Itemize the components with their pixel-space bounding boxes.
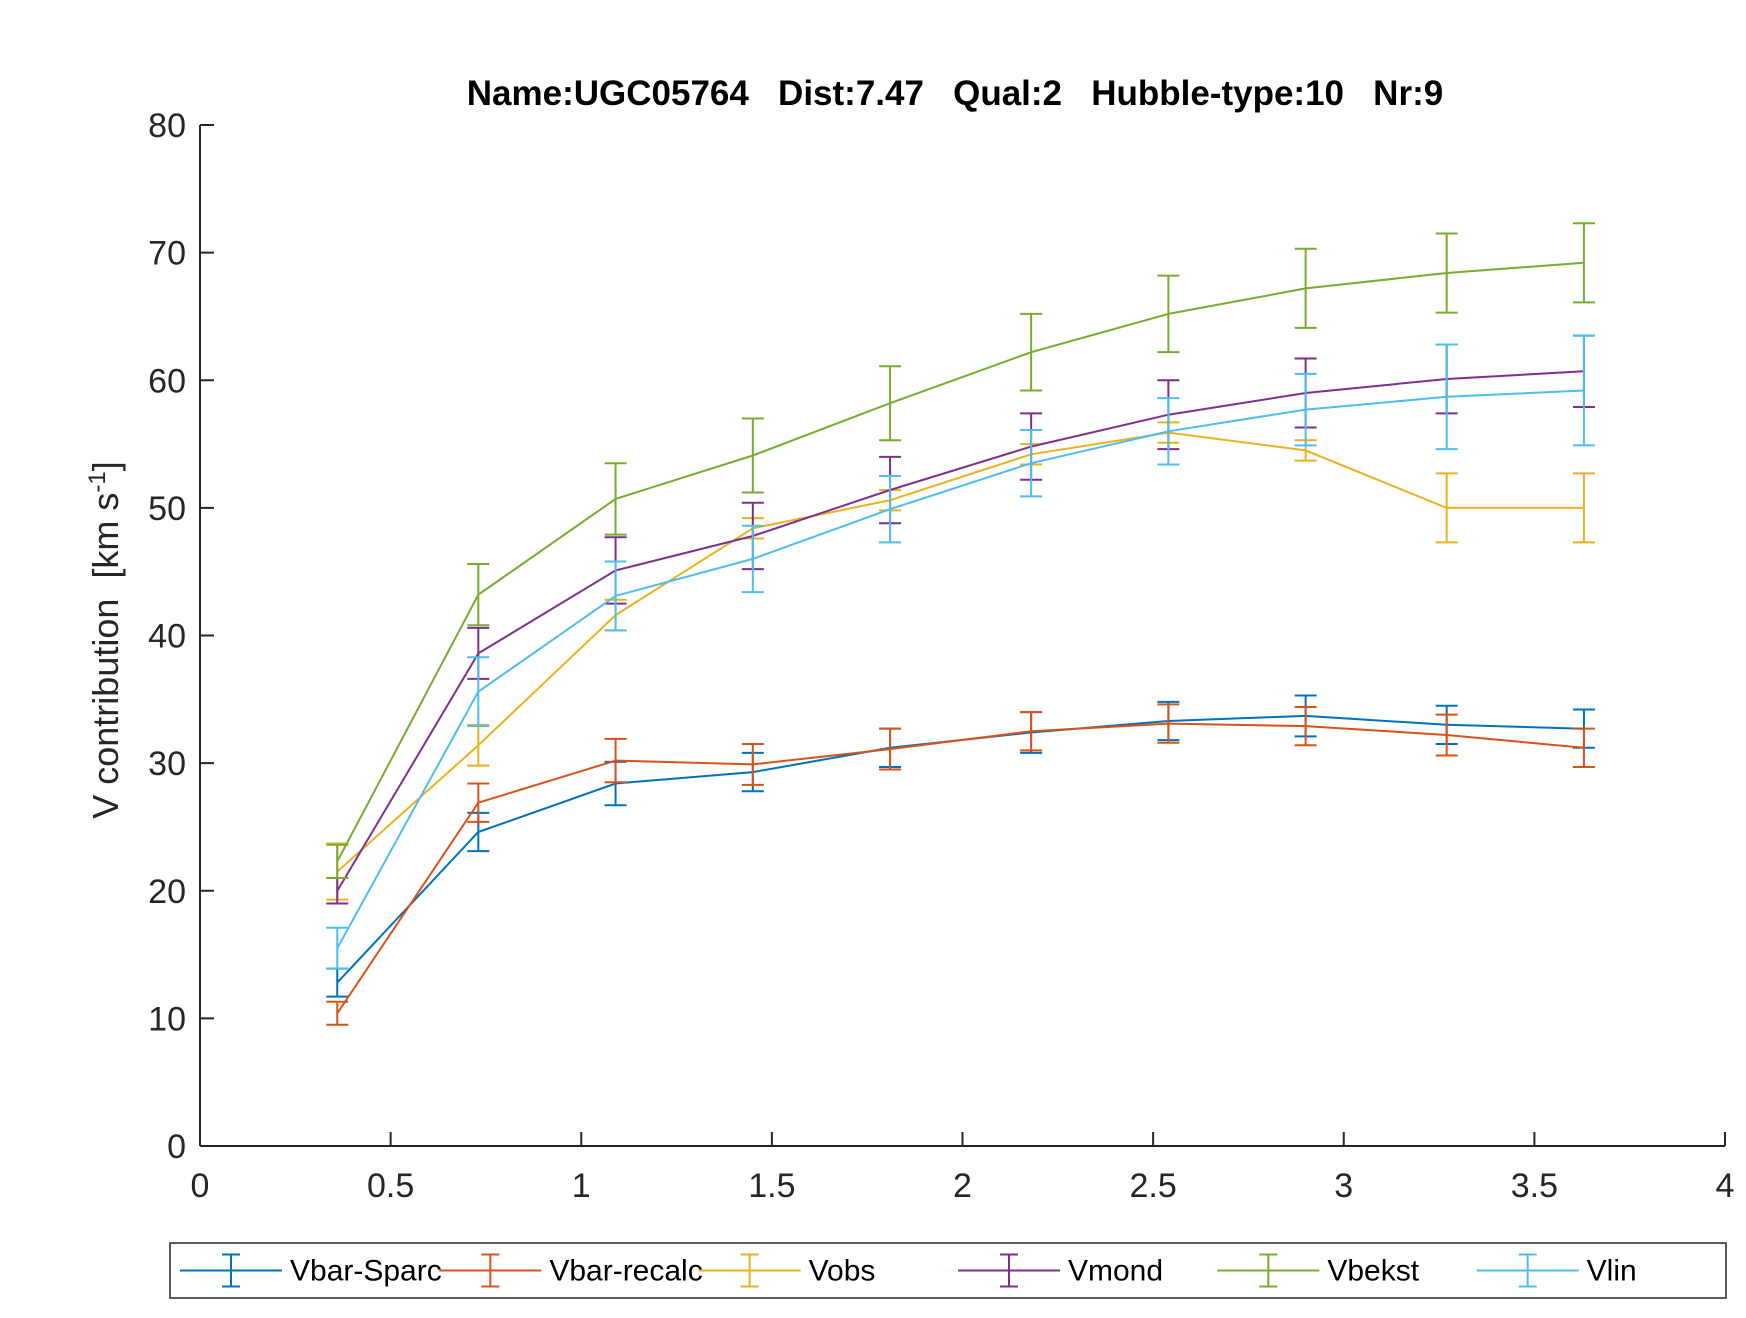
y-tick-label: 20 xyxy=(148,873,186,911)
error-bar xyxy=(1294,372,1317,447)
error-bar xyxy=(1435,472,1458,544)
y-tick-label: 0 xyxy=(167,1128,186,1166)
error-bar xyxy=(879,727,902,771)
error-bar xyxy=(1157,274,1180,354)
error-bar xyxy=(1020,312,1043,392)
error-bar xyxy=(326,967,349,998)
x-tick-label: 0 xyxy=(191,1167,210,1205)
x-tick-label: 4 xyxy=(1716,1167,1735,1205)
series-line xyxy=(336,261,1584,862)
chart-title: Name:UGC05764 Dist:7.47 Qual:2 Hubble-ty… xyxy=(467,74,1443,113)
y-tick-label: 50 xyxy=(148,490,186,528)
error-bar xyxy=(1572,727,1595,768)
error-bar xyxy=(604,560,627,632)
y-tick-label: 10 xyxy=(148,1000,186,1038)
legend-item: Vobs xyxy=(698,1253,876,1288)
legend-item: Vbar-recalc xyxy=(439,1253,703,1288)
y-axis-label-sup: -1 xyxy=(84,471,111,492)
error-bar xyxy=(467,563,490,627)
legend-item: Vmond xyxy=(958,1253,1163,1288)
x-tick-label: 3.5 xyxy=(1511,1167,1558,1205)
error-bar xyxy=(1435,343,1458,451)
series-vobs xyxy=(326,421,1595,901)
legend-label: Vlin xyxy=(1587,1255,1637,1288)
y-tick-label: 80 xyxy=(148,107,186,145)
series-line xyxy=(336,389,1584,949)
error-bar xyxy=(1020,429,1043,498)
y-tick-label: 60 xyxy=(148,362,186,400)
error-bar xyxy=(1435,713,1458,757)
error-bar xyxy=(326,1000,349,1026)
error-bar xyxy=(741,742,764,786)
legend-label: Vmond xyxy=(1068,1255,1163,1288)
x-tick-label: 2.5 xyxy=(1129,1167,1176,1205)
error-bar xyxy=(1157,703,1180,744)
series-vlin xyxy=(326,334,1595,970)
x-tick-label: 0.5 xyxy=(367,1167,414,1205)
legend-item: Vlin xyxy=(1476,1253,1637,1288)
y-tick-label: 30 xyxy=(148,745,186,783)
error-bar xyxy=(604,737,627,784)
series-vbekst xyxy=(326,222,1595,879)
error-bar xyxy=(1572,222,1595,304)
series-vbar-recalc xyxy=(326,703,1595,1026)
series-line xyxy=(336,370,1584,892)
series-line xyxy=(336,714,1584,984)
legend: Vbar-Sparc Vbar-recalc Vobs Vmond Vbekst Vlin xyxy=(169,1242,1727,1299)
series-line xyxy=(336,431,1584,873)
error-bar xyxy=(741,524,764,594)
x-tick-label: 1 xyxy=(572,1167,591,1205)
legend-box xyxy=(169,1242,1727,1299)
legend-item: Vbar-Sparc xyxy=(180,1253,442,1288)
x-tick-label: 1.5 xyxy=(748,1167,795,1205)
error-bar xyxy=(1157,397,1180,466)
y-tick-label: 70 xyxy=(148,235,186,273)
series-line xyxy=(336,722,1584,1014)
error-bar xyxy=(741,417,764,494)
y-axis-label-main: V contribution [km s xyxy=(85,493,126,819)
x-tick-label: 2 xyxy=(953,1167,972,1205)
error-bar xyxy=(1435,232,1458,314)
error-bar xyxy=(879,365,902,442)
legend-item: Vbekst xyxy=(1217,1253,1420,1288)
error-bar xyxy=(1294,705,1317,747)
error-bar xyxy=(467,723,490,767)
legend-label: Vbar-Sparc xyxy=(290,1255,442,1288)
error-bar xyxy=(326,843,349,879)
y-axis-label-close: ] xyxy=(85,461,126,471)
y-tick-label: 40 xyxy=(148,618,186,656)
error-bar xyxy=(326,926,349,970)
error-bar xyxy=(1020,711,1043,752)
error-bar xyxy=(467,782,490,823)
error-bar xyxy=(1294,247,1317,329)
error-bar xyxy=(879,474,902,544)
legend-label: Vbar-recalc xyxy=(549,1255,702,1288)
error-bar xyxy=(1572,472,1595,544)
error-bar xyxy=(604,462,627,536)
x-tick-label: 3 xyxy=(1334,1167,1353,1205)
y-axis-label: V contribution [km s-1] xyxy=(84,461,127,819)
legend-label: Vobs xyxy=(809,1255,876,1288)
error-bar xyxy=(1572,334,1595,447)
legend-label: Vbekst xyxy=(1327,1255,1419,1288)
series-layer xyxy=(326,222,1595,1026)
error-bar xyxy=(467,656,490,728)
